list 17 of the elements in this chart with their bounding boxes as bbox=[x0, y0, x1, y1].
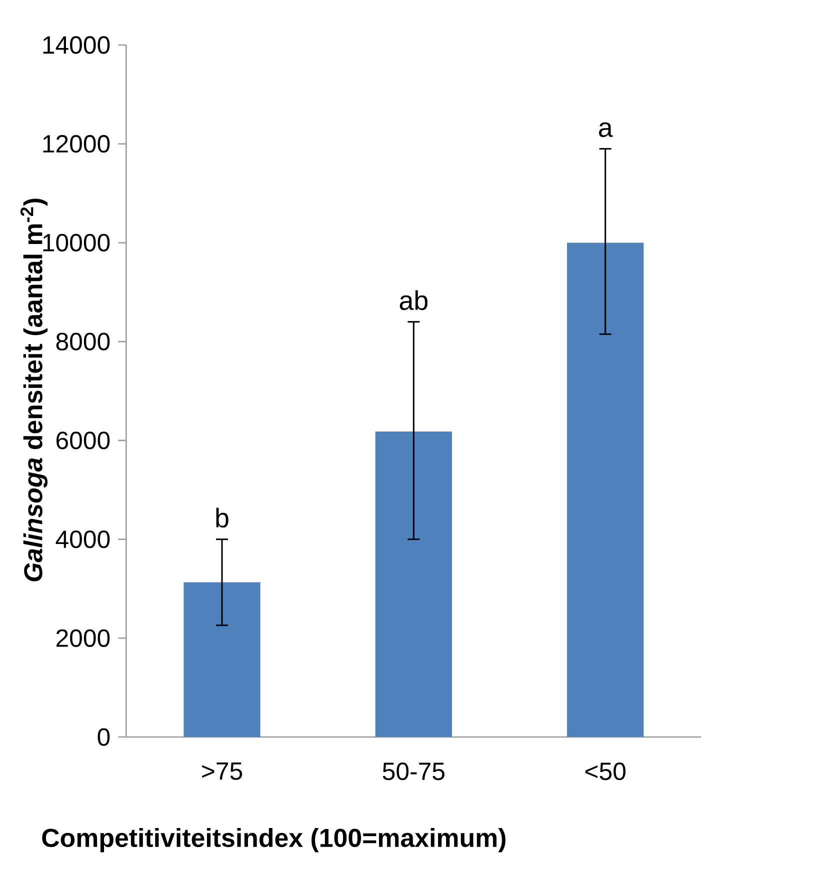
y-tick-label: 4000 bbox=[56, 530, 110, 548]
bar bbox=[567, 242, 644, 738]
x-tick-label: <50 bbox=[585, 762, 626, 780]
annotation: ab bbox=[400, 290, 428, 310]
y-tick-label: 12000 bbox=[43, 135, 110, 153]
y-tick-label: 8000 bbox=[56, 332, 110, 350]
y-tick-label: 2000 bbox=[56, 629, 110, 647]
bar bbox=[184, 582, 260, 738]
y-tick-label: 6000 bbox=[56, 432, 110, 450]
x-tick-label: 50-75 bbox=[382, 762, 444, 780]
bar bbox=[375, 432, 452, 738]
x-axis-title: Competitiviteitsindex (100=maximum) bbox=[42, 828, 506, 852]
annotation: b bbox=[216, 508, 228, 528]
annotation: a bbox=[599, 122, 613, 138]
y-tick-label: 0 bbox=[98, 728, 110, 746]
y-tick-label: 14000 bbox=[43, 36, 110, 54]
x-tick-label: >75 bbox=[202, 762, 242, 780]
